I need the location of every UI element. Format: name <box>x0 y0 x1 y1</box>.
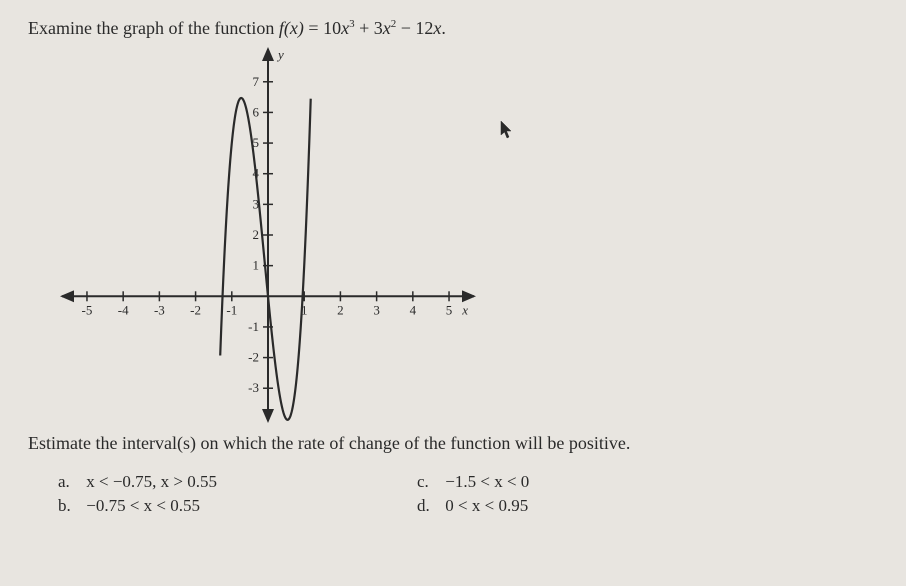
graph-svg: -5-4-3-2-112345-3-2-11234567xy <box>58 45 478 425</box>
option-a-letter: a. <box>58 472 82 492</box>
eq-sign: = <box>304 18 323 38</box>
svg-text:2: 2 <box>337 302 344 317</box>
term3-sign: − <box>396 18 415 38</box>
page: Examine the graph of the function f(x) =… <box>0 0 906 586</box>
term1-coef: 10 <box>323 18 341 38</box>
option-d-text: 0 < x < 0.95 <box>445 496 528 515</box>
term2-coef: 3 <box>374 18 383 38</box>
svg-text:2: 2 <box>253 227 260 242</box>
option-a-text: x < −0.75, x > 0.55 <box>86 472 217 491</box>
svg-text:-3: -3 <box>248 380 259 395</box>
period: . <box>441 18 446 38</box>
option-b-text: −0.75 < x < 0.55 <box>86 496 200 515</box>
svg-text:-2: -2 <box>190 302 201 317</box>
answer-options: a. x < −0.75, x > 0.55 b. −0.75 < x < 0.… <box>58 472 878 516</box>
fn-lhs: f(x) <box>279 18 304 38</box>
option-c-text: −1.5 < x < 0 <box>445 472 529 491</box>
svg-text:-2: -2 <box>248 350 259 365</box>
svg-text:x: x <box>461 302 468 317</box>
option-b: b. −0.75 < x < 0.55 <box>58 496 217 516</box>
prompt-lead: Examine the graph of the function <box>28 18 279 38</box>
term2-var: x <box>383 18 391 38</box>
svg-text:7: 7 <box>253 74 260 89</box>
svg-text:y: y <box>276 47 284 62</box>
answer-col-left: a. x < −0.75, x > 0.55 b. −0.75 < x < 0.… <box>58 472 217 516</box>
svg-text:-5: -5 <box>82 302 93 317</box>
svg-text:5: 5 <box>446 302 453 317</box>
svg-text:6: 6 <box>253 104 260 119</box>
option-d: d. 0 < x < 0.95 <box>417 496 529 516</box>
svg-text:-1: -1 <box>226 302 237 317</box>
svg-text:-1: -1 <box>248 319 259 334</box>
option-a: a. x < −0.75, x > 0.55 <box>58 472 217 492</box>
option-c-letter: c. <box>417 472 441 492</box>
svg-text:3: 3 <box>373 302 380 317</box>
svg-text:1: 1 <box>253 258 260 273</box>
option-d-letter: d. <box>417 496 441 516</box>
term1-var: x <box>341 18 349 38</box>
graph: -5-4-3-2-112345-3-2-11234567xy <box>58 45 478 425</box>
term2-sign: + <box>355 18 374 38</box>
cursor-icon <box>500 120 516 140</box>
answer-col-right: c. −1.5 < x < 0 d. 0 < x < 0.95 <box>417 472 529 516</box>
svg-text:-3: -3 <box>154 302 165 317</box>
term3-coef: 12 <box>415 18 433 38</box>
svg-text:-4: -4 <box>118 302 129 317</box>
option-b-letter: b. <box>58 496 82 516</box>
question-text: Estimate the interval(s) on which the ra… <box>28 433 878 454</box>
option-c: c. −1.5 < x < 0 <box>417 472 529 492</box>
svg-text:4: 4 <box>410 302 417 317</box>
prompt-text: Examine the graph of the function f(x) =… <box>28 18 878 39</box>
